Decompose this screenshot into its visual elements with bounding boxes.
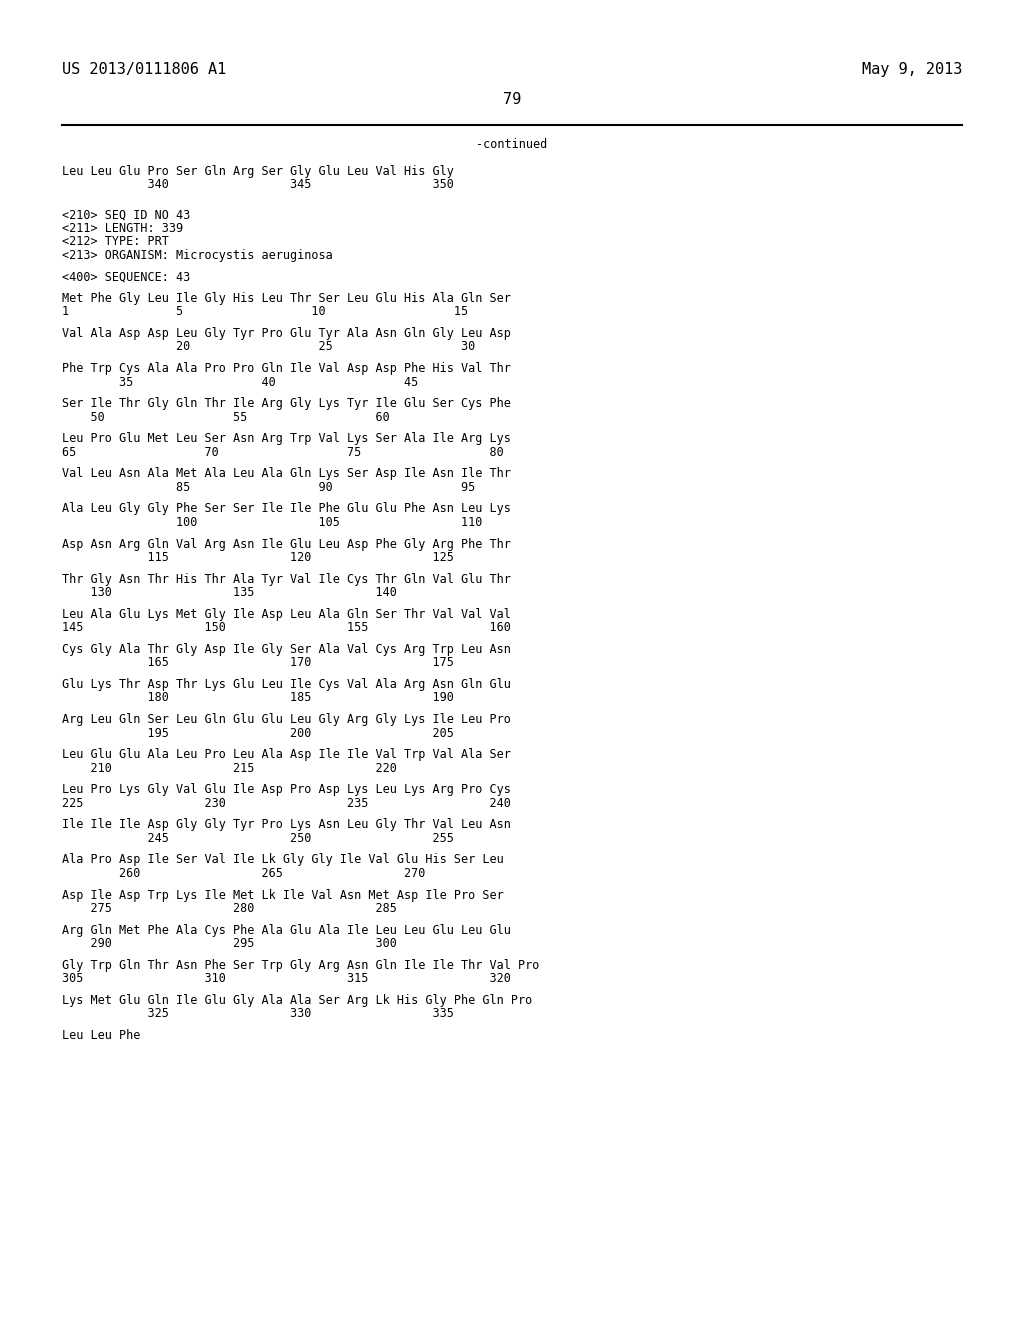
Text: 165                 170                 175: 165 170 175 <box>62 656 454 669</box>
Text: 325                 330                 335: 325 330 335 <box>62 1007 454 1020</box>
Text: Arg Gln Met Phe Ala Cys Phe Ala Glu Ala Ile Leu Leu Glu Leu Glu: Arg Gln Met Phe Ala Cys Phe Ala Glu Ala … <box>62 924 511 937</box>
Text: 85                  90                  95: 85 90 95 <box>62 480 475 494</box>
Text: Asp Ile Asp Trp Lys Ile Met Lk Ile Val Asn Met Asp Ile Pro Ser: Asp Ile Asp Trp Lys Ile Met Lk Ile Val A… <box>62 888 504 902</box>
Text: Ile Ile Ile Asp Gly Gly Tyr Pro Lys Asn Leu Gly Thr Val Leu Asn: Ile Ile Ile Asp Gly Gly Tyr Pro Lys Asn … <box>62 818 511 832</box>
Text: Val Ala Asp Asp Leu Gly Tyr Pro Glu Tyr Ala Asn Gln Gly Leu Asp: Val Ala Asp Asp Leu Gly Tyr Pro Glu Tyr … <box>62 327 511 341</box>
Text: May 9, 2013: May 9, 2013 <box>861 62 962 77</box>
Text: 20                  25                  30: 20 25 30 <box>62 341 475 354</box>
Text: 130                 135                 140: 130 135 140 <box>62 586 397 599</box>
Text: 65                  70                  75                  80: 65 70 75 80 <box>62 446 504 459</box>
Text: Lys Met Glu Gln Ile Glu Gly Ala Ala Ser Arg Lk His Gly Phe Gln Pro: Lys Met Glu Gln Ile Glu Gly Ala Ala Ser … <box>62 994 532 1007</box>
Text: 100                 105                 110: 100 105 110 <box>62 516 482 529</box>
Text: 210                 215                 220: 210 215 220 <box>62 762 397 775</box>
Text: Gly Trp Gln Thr Asn Phe Ser Trp Gly Arg Asn Gln Ile Ile Thr Val Pro: Gly Trp Gln Thr Asn Phe Ser Trp Gly Arg … <box>62 958 540 972</box>
Text: Leu Ala Glu Lys Met Gly Ile Asp Leu Ala Gln Ser Thr Val Val Val: Leu Ala Glu Lys Met Gly Ile Asp Leu Ala … <box>62 607 511 620</box>
Text: Asp Asn Arg Gln Val Arg Asn Ile Glu Leu Asp Phe Gly Arg Phe Thr: Asp Asn Arg Gln Val Arg Asn Ile Glu Leu … <box>62 537 511 550</box>
Text: 260                 265                 270: 260 265 270 <box>62 867 425 880</box>
Text: -continued: -continued <box>476 139 548 150</box>
Text: 115                 120                 125: 115 120 125 <box>62 550 454 564</box>
Text: 275                 280                 285: 275 280 285 <box>62 902 397 915</box>
Text: Met Phe Gly Leu Ile Gly His Leu Thr Ser Leu Glu His Ala Gln Ser: Met Phe Gly Leu Ile Gly His Leu Thr Ser … <box>62 292 511 305</box>
Text: Ala Leu Gly Gly Phe Ser Ser Ile Ile Phe Glu Glu Phe Asn Leu Lys: Ala Leu Gly Gly Phe Ser Ser Ile Ile Phe … <box>62 503 511 516</box>
Text: <210> SEQ ID NO 43: <210> SEQ ID NO 43 <box>62 209 190 222</box>
Text: Cys Gly Ala Thr Gly Asp Ile Gly Ser Ala Val Cys Arg Trp Leu Asn: Cys Gly Ala Thr Gly Asp Ile Gly Ser Ala … <box>62 643 511 656</box>
Text: 145                 150                 155                 160: 145 150 155 160 <box>62 622 511 635</box>
Text: US 2013/0111806 A1: US 2013/0111806 A1 <box>62 62 226 77</box>
Text: 290                 295                 300: 290 295 300 <box>62 937 397 950</box>
Text: Leu Pro Lys Gly Val Glu Ile Asp Pro Asp Lys Leu Lys Arg Pro Cys: Leu Pro Lys Gly Val Glu Ile Asp Pro Asp … <box>62 783 511 796</box>
Text: 340                 345                 350: 340 345 350 <box>62 178 454 191</box>
Text: 225                 230                 235                 240: 225 230 235 240 <box>62 797 511 809</box>
Text: Phe Trp Cys Ala Ala Pro Pro Gln Ile Val Asp Asp Phe His Val Thr: Phe Trp Cys Ala Ala Pro Pro Gln Ile Val … <box>62 362 511 375</box>
Text: 305                 310                 315                 320: 305 310 315 320 <box>62 973 511 985</box>
Text: <213> ORGANISM: Microcystis aeruginosa: <213> ORGANISM: Microcystis aeruginosa <box>62 248 333 261</box>
Text: Leu Leu Glu Pro Ser Gln Arg Ser Gly Glu Leu Val His Gly: Leu Leu Glu Pro Ser Gln Arg Ser Gly Glu … <box>62 165 454 178</box>
Text: Leu Leu Phe: Leu Leu Phe <box>62 1030 140 1041</box>
Text: Arg Leu Gln Ser Leu Gln Glu Glu Leu Gly Arg Gly Lys Ile Leu Pro: Arg Leu Gln Ser Leu Gln Glu Glu Leu Gly … <box>62 713 511 726</box>
Text: Thr Gly Asn Thr His Thr Ala Tyr Val Ile Cys Thr Gln Val Glu Thr: Thr Gly Asn Thr His Thr Ala Tyr Val Ile … <box>62 573 511 586</box>
Text: <211> LENGTH: 339: <211> LENGTH: 339 <box>62 222 183 235</box>
Text: Ser Ile Thr Gly Gln Thr Ile Arg Gly Lys Tyr Ile Glu Ser Cys Phe: Ser Ile Thr Gly Gln Thr Ile Arg Gly Lys … <box>62 397 511 411</box>
Text: 1               5                  10                  15: 1 5 10 15 <box>62 305 468 318</box>
Text: Glu Lys Thr Asp Thr Lys Glu Leu Ile Cys Val Ala Arg Asn Gln Glu: Glu Lys Thr Asp Thr Lys Glu Leu Ile Cys … <box>62 678 511 690</box>
Text: Val Leu Asn Ala Met Ala Leu Ala Gln Lys Ser Asp Ile Asn Ile Thr: Val Leu Asn Ala Met Ala Leu Ala Gln Lys … <box>62 467 511 480</box>
Text: 35                  40                  45: 35 40 45 <box>62 376 418 388</box>
Text: Ala Pro Asp Ile Ser Val Ile Lk Gly Gly Ile Val Glu His Ser Leu: Ala Pro Asp Ile Ser Val Ile Lk Gly Gly I… <box>62 854 504 866</box>
Text: 50                  55                  60: 50 55 60 <box>62 411 390 424</box>
Text: 245                 250                 255: 245 250 255 <box>62 832 454 845</box>
Text: 79: 79 <box>503 92 521 107</box>
Text: 180                 185                 190: 180 185 190 <box>62 692 454 705</box>
Text: Leu Pro Glu Met Leu Ser Asn Arg Trp Val Lys Ser Ala Ile Arg Lys: Leu Pro Glu Met Leu Ser Asn Arg Trp Val … <box>62 432 511 445</box>
Text: 195                 200                 205: 195 200 205 <box>62 726 454 739</box>
Text: Leu Glu Glu Ala Leu Pro Leu Ala Asp Ile Ile Val Trp Val Ala Ser: Leu Glu Glu Ala Leu Pro Leu Ala Asp Ile … <box>62 748 511 762</box>
Text: <212> TYPE: PRT: <212> TYPE: PRT <box>62 235 169 248</box>
Text: <400> SEQUENCE: 43: <400> SEQUENCE: 43 <box>62 271 190 284</box>
